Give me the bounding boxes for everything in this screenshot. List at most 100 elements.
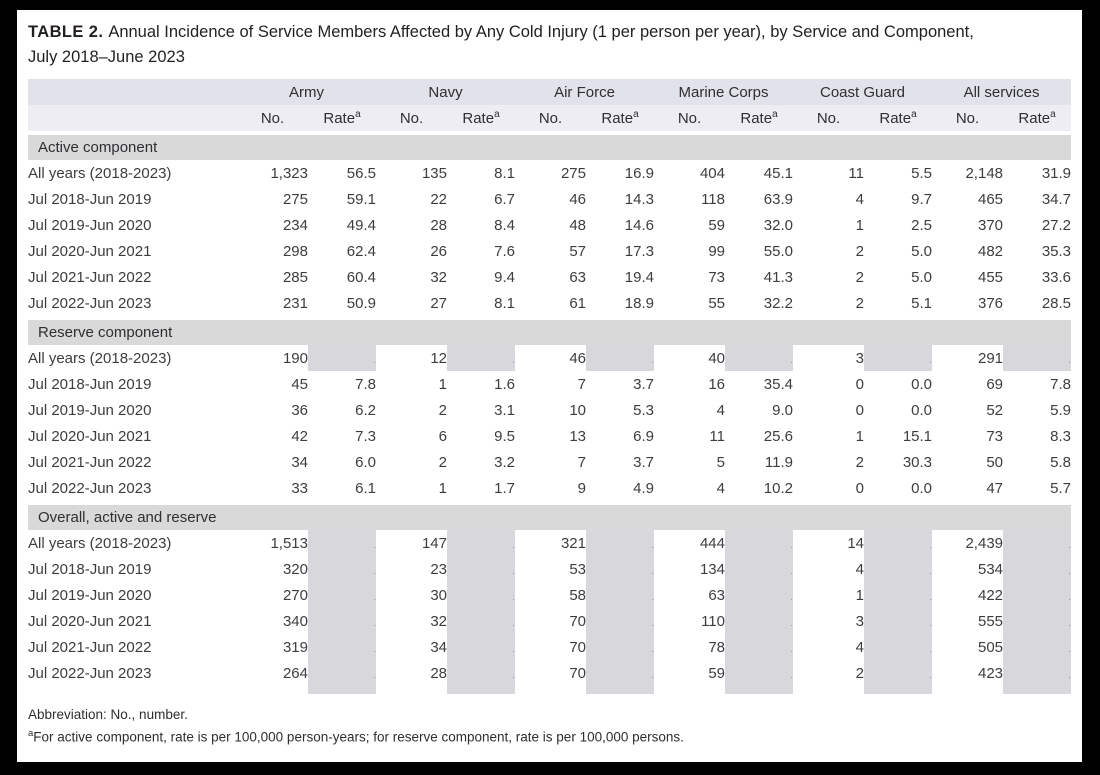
service-header-air-force: Air Force (515, 79, 654, 105)
rate-cell: 5.9 (1050, 401, 1072, 419)
suppressed-value-dot: . (373, 617, 376, 629)
rate-footnote-marker: a (633, 109, 639, 120)
masked-rate-cell: . (725, 582, 793, 608)
no-cell: 0 (855, 479, 864, 497)
rate-cell: 4.9 (633, 479, 654, 497)
rate-footnote-marker: a (772, 109, 778, 120)
no-cell: 36 (291, 401, 308, 419)
no-cell: 319 (282, 638, 308, 656)
rate-column-header: Ratea (1003, 105, 1072, 131)
tail-rate-cell (1003, 686, 1072, 694)
suppressed-value-dot: . (373, 539, 376, 551)
row-label: Jul 2019-Jun 2020 (28, 401, 152, 419)
header-corner-cell (28, 105, 237, 131)
rate-cell: 1.7 (494, 479, 515, 497)
no-cell: 16 (708, 375, 725, 393)
gap-cell (28, 131, 1072, 135)
row-label: All years (2018-2023) (28, 164, 172, 182)
no-cell: 73 (708, 268, 725, 286)
rate-footnote-marker: a (355, 109, 361, 120)
no-cell: 3 (855, 349, 864, 367)
row-label: Jul 2018-Jun 2019 (28, 560, 152, 578)
table-row: Jul 2020-Jun 2021 42 7.3 6 9.5 13 6.9 11 25.6 1 15… (28, 423, 1071, 449)
section-header-label: Active component (28, 135, 1072, 160)
table-row: Jul 2021-Jun 2022 285 60.4 32 9.4 63 19.4 73 41.… (28, 264, 1071, 290)
no-cell: 69 (986, 375, 1004, 393)
no-cell: 404 (699, 164, 725, 182)
row-label: Jul 2022-Jun 2023 (28, 479, 152, 497)
row-label: Jul 2020-Jun 2021 (28, 612, 152, 630)
suppressed-value-dot: . (512, 565, 515, 577)
no-cell: 46 (569, 349, 586, 367)
no-cell: 4 (855, 560, 864, 578)
no-cell: 45 (291, 375, 308, 393)
table-title-line1: Annual Incidence of Service Members Affe… (108, 23, 974, 41)
no-cell: 2 (855, 664, 864, 682)
rate-cell: 19.4 (624, 268, 654, 286)
rate-column-header: Ratea (864, 105, 933, 131)
section-header-label: Overall, active and reserve (28, 505, 1072, 530)
suppressed-value-dot: . (373, 354, 376, 366)
rate-cell: 14.3 (624, 190, 654, 208)
table-row: Jul 2022-Jun 2023 231 50.9 27 8.1 61 18.9 55 32.… (28, 290, 1071, 316)
no-cell: 2 (855, 268, 864, 286)
suppressed-value-dot: . (651, 669, 654, 681)
no-cell: 370 (977, 216, 1004, 234)
rate-column-header: Ratea (586, 105, 654, 131)
no-cell: 231 (282, 294, 308, 312)
no-cell: 534 (977, 560, 1004, 578)
suppressed-value-dot: . (1068, 617, 1072, 629)
no-cell: 465 (977, 190, 1004, 208)
suppressed-value-dot: . (929, 565, 933, 577)
masked-rate-cell: . (864, 530, 933, 556)
no-cell: 48 (569, 216, 586, 234)
table-row: Jul 2022-Jun 2023 264. 28. 70. 59. 2. 423. (28, 660, 1072, 686)
table-row: Jul 2018-Jun 2019 45 7.8 1 1.6 7 3.7 16 35.4 0 0.0… (28, 371, 1071, 397)
no-cell: 73 (986, 427, 1004, 445)
no-column-header: No. (376, 105, 447, 131)
rate-cell: 8.4 (494, 216, 515, 234)
masked-rate-cell: . (1003, 582, 1072, 608)
masked-rate-cell: . (308, 556, 376, 582)
tail-no-cell (515, 686, 586, 694)
masked-rate-cell: . (308, 530, 376, 556)
masked-rate-cell: . (586, 660, 654, 686)
no-cell: 1,323 (270, 164, 308, 182)
rate-cell: 35.3 (1041, 242, 1072, 260)
no-cell: 275 (282, 190, 308, 208)
suppressed-value-dot: . (929, 539, 933, 551)
masked-rate-cell: . (725, 608, 793, 634)
tail-rate-cell (308, 686, 376, 694)
row-label: Jul 2020-Jun 2021 (28, 242, 152, 260)
tail-rate-cell (586, 686, 654, 694)
rate-cell: 35.4 (763, 375, 793, 393)
no-cell: 32 (430, 268, 447, 286)
masked-rate-cell: . (447, 556, 515, 582)
rate-cell: 3.2 (494, 453, 515, 471)
section-header-row: Reserve component (28, 320, 1072, 345)
table-row: Jul 2020-Jun 2021 340. 32. 70. 110. 3. 555. (28, 608, 1072, 634)
table-row: Jul 2021-Jun 2022 34 6.0 2 3.2 7 3.7 5 11.9 2 30.3… (28, 449, 1071, 475)
rate-cell: 11.9 (764, 453, 793, 471)
suppressed-value-dot: . (929, 591, 933, 603)
masked-rate-cell: . (447, 608, 515, 634)
header-corner-cell (28, 79, 237, 105)
no-cell: 33 (291, 479, 308, 497)
no-cell: 1 (855, 427, 864, 445)
rate-cell: 8.3 (1050, 427, 1072, 445)
rate-cell: 16.9 (624, 164, 654, 182)
no-cell: 63 (708, 586, 725, 604)
no-cell: 63 (569, 268, 586, 286)
gap-cell (28, 501, 1072, 505)
no-cell: 147 (421, 534, 447, 552)
table-panel: TABLE 2. Annual Incidence of Service Memb… (17, 10, 1082, 762)
no-cell: 27 (430, 294, 447, 312)
table-title: TABLE 2. Annual Incidence of Service Memb… (28, 20, 1054, 70)
no-cell: 0 (855, 401, 864, 419)
no-cell: 10 (569, 401, 586, 419)
no-cell: 5 (716, 453, 725, 471)
masked-rate-cell: . (586, 556, 654, 582)
table-row: Jul 2021-Jun 2022 319. 34. 70. 78. 4. 505. (28, 634, 1072, 660)
suppressed-value-dot: . (1068, 643, 1072, 655)
rate-cell: 15.1 (902, 427, 933, 445)
